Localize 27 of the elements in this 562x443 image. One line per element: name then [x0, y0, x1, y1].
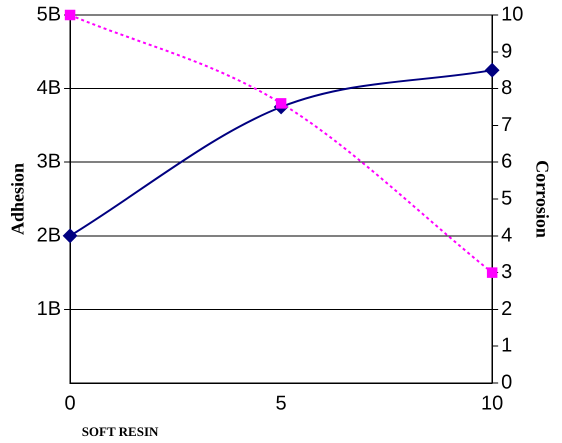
- y2-tick-label: 2: [501, 298, 512, 320]
- y-tick-label: 4B: [36, 77, 62, 100]
- point: [486, 267, 498, 278]
- point: [485, 63, 500, 78]
- point: [276, 98, 286, 109]
- y-tick-label: 1B: [36, 298, 62, 320]
- text: SOFT RESIN: [82, 424, 160, 439]
- y-tick-label: 3B: [36, 150, 62, 173]
- y2-tick-label: 4: [501, 224, 512, 246]
- y2-tick-label: 10: [501, 4, 524, 26]
- y-axis-title: Adhesion: [7, 162, 28, 236]
- y2-tick-label: 0: [501, 372, 512, 394]
- point: [63, 228, 78, 243]
- y-tick-label: 2B: [36, 224, 62, 246]
- y2-tick-label: 9: [501, 40, 512, 62]
- y-tick-label: 5B: [36, 4, 62, 26]
- y2-tick-label: 7: [501, 114, 512, 136]
- y2-axis-title: Corrosion: [532, 160, 553, 238]
- x-tick-label: 5: [276, 392, 287, 415]
- x-tick-label: 10: [481, 392, 504, 415]
- y2-tick-label: 8: [501, 77, 512, 100]
- point: [64, 10, 76, 20]
- y2-tick-label: 5: [501, 188, 512, 210]
- y2-tick-label: 6: [501, 150, 512, 173]
- y2-tick-label: 1: [501, 334, 512, 357]
- x-tick-label: 0: [64, 392, 76, 415]
- y2-tick-label: 3: [501, 261, 512, 284]
